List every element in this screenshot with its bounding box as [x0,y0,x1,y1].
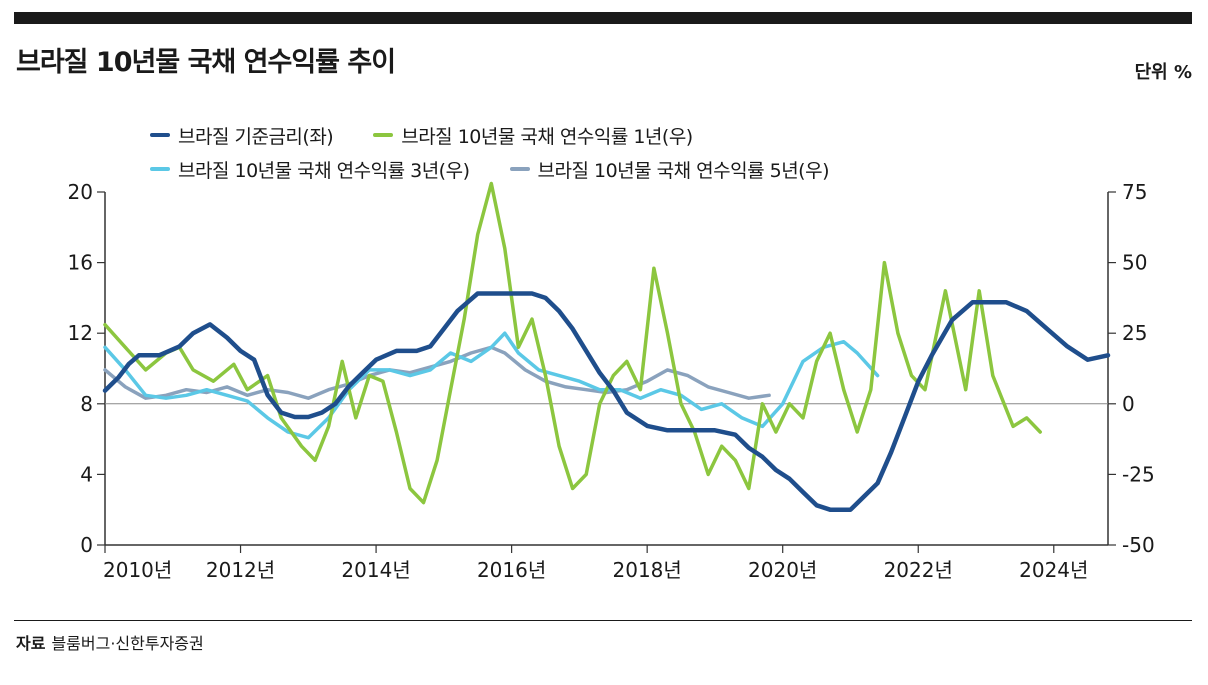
x-tick-label: 2010년 [103,558,172,582]
chart-legend: 브라질 기준금리(좌) 브라질 10년물 국채 연수익률 1년(우) 브라질 1… [150,118,869,186]
y-right-tick-label: 0 [1122,392,1135,416]
x-tick-label: 2018년 [613,558,682,582]
legend-item-5y: 브라질 10년물 국채 연수익률 5년(우) [509,156,830,183]
y-left-tick-label: 0 [80,533,93,557]
legend-item-policy-rate: 브라질 기준금리(좌) [150,122,334,149]
x-tick-label: 2012년 [206,558,275,582]
y-left-tick-label: 12 [68,321,93,345]
y-right-tick-label: 75 [1122,180,1147,204]
legend-row-2: 브라질 10년물 국채 연수익률 3년(우) 브라질 10년물 국채 연수익률 … [150,152,869,186]
legend-label-1y: 브라질 10년물 국채 연수익률 1년(우) [401,125,693,148]
legend-row-1: 브라질 기준금리(좌) 브라질 10년물 국채 연수익률 1년(우) [150,118,869,152]
y-right-tick-label: -50 [1122,533,1155,557]
y-left-tick-label: 16 [68,251,93,275]
page-title: 브라질 10년물 국채 연수익률 추이 [16,47,396,78]
y-left-tick-label: 4 [80,462,93,486]
legend-label-policy-rate: 브라질 기준금리(좌) [178,125,334,148]
y-left-tick-label: 20 [68,180,93,204]
unit-label: 단위 % [1134,62,1192,83]
legend-item-3y: 브라질 10년물 국채 연수익률 3년(우) [150,156,470,183]
legend-swatch-1y [373,133,394,137]
x-tick-label: 2014년 [341,558,410,582]
source-text: 블룸버그·신한투자증권 [51,634,204,653]
source-label: 자료 [16,634,46,653]
y-right-tick-label: 50 [1122,251,1147,275]
top-rule [14,12,1192,24]
source-note: 자료 블룸버그·신한투자증권 [16,630,204,654]
x-tick-label: 2016년 [477,558,546,582]
x-tick-label: 2024년 [1019,558,1088,582]
series-line-y5 [103,345,771,400]
legend-swatch-5y [509,167,530,171]
series-line-y1 [103,181,1042,505]
x-tick-label: 2022년 [884,558,953,582]
legend-item-1y: 브라질 10년물 국채 연수익률 1년(우) [373,122,693,149]
legend-label-5y: 브라질 10년물 국채 연수익률 5년(우) [537,159,830,182]
series-line-y3 [103,331,880,440]
series-line-policy_rate [102,291,1111,512]
legend-swatch-3y [150,167,170,171]
x-tick-label: 2020년 [748,558,817,582]
y-left-tick-label: 8 [80,392,93,416]
legend-label-3y: 브라질 10년물 국채 연수익률 3년(우) [178,159,470,182]
y-right-tick-label: 25 [1122,321,1147,345]
y-right-tick-label: -25 [1122,462,1155,486]
legend-swatch-policy-rate [150,133,170,137]
bottom-rule [14,620,1192,621]
